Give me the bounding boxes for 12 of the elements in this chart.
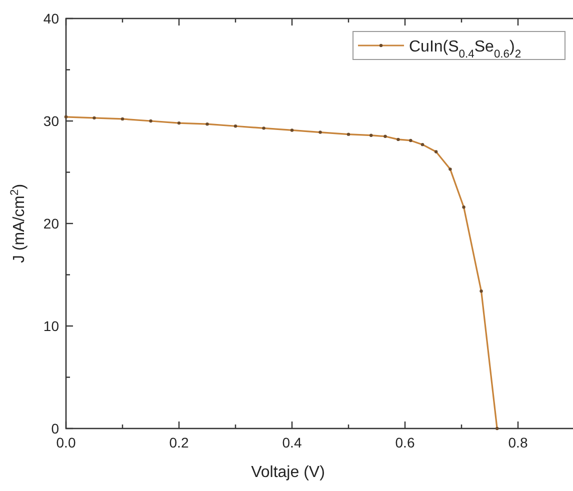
y-tick-label: 20 (43, 216, 60, 232)
legend-label: CuIn(S$_{0.4}$Se$_{0.6}$)$_{2}$ (409, 38, 522, 60)
x-tick-label: 0.2 (169, 434, 189, 450)
x-tick-label: 0.0 (56, 434, 76, 450)
y-tick-label: 10 (43, 318, 60, 334)
x-tick-label: 0.8 (508, 434, 528, 450)
x-tick-label: 0.6 (395, 434, 415, 450)
y-tick-label: 30 (43, 113, 60, 129)
y-tick-label: 0 (51, 420, 60, 436)
x-tick-label: 0.4 (282, 434, 302, 450)
x-axis-title: Voltaje (V) (251, 464, 325, 481)
y-tick-label: 40 (43, 10, 60, 26)
